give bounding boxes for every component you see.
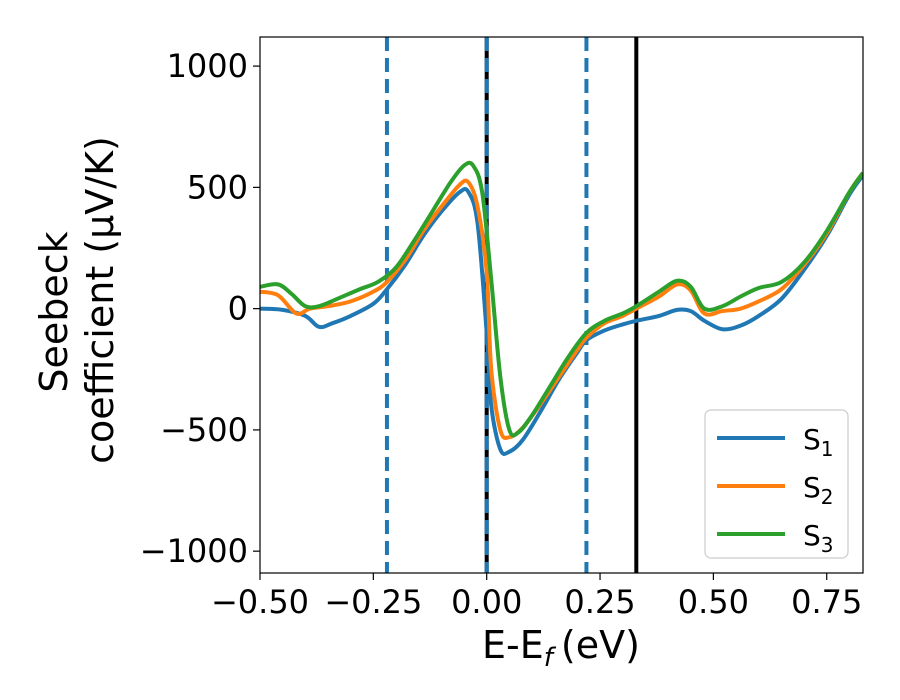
x-tick-label: 0.25 — [564, 583, 635, 621]
series-line-s1 — [260, 174, 863, 456]
y-axis-label-line2: coefficient (μV/K) — [78, 136, 122, 464]
plot-frame — [259, 36, 864, 574]
legend-label-s3: S3 — [803, 519, 834, 557]
series-lines — [260, 160, 863, 456]
x-tick-label: −0.25 — [324, 583, 422, 621]
y-axis-label-line1: Seebeck — [32, 231, 76, 392]
x-tick-label: 0.50 — [678, 583, 749, 621]
x-axis-ticks: −0.50 −0.25 0.00 0.25 0.50 0.75 — [211, 573, 862, 621]
y-tick-label: −500 — [160, 411, 248, 449]
x-tick-label: 0.75 — [791, 583, 862, 621]
legend-label-s2: S2 — [803, 471, 834, 509]
y-axis-ticks: −1000 −500 0 500 1000 — [140, 47, 260, 570]
x-tick-label: −0.50 — [211, 583, 309, 621]
legend-label-s1: S1 — [803, 423, 834, 461]
y-tick-label: 500 — [187, 168, 248, 206]
vertical-reference-lines — [384, 37, 639, 573]
x-tick-label: 0.00 — [451, 583, 522, 621]
y-tick-label: −1000 — [140, 532, 248, 570]
x-axis-label: E-Ef (eV) — [482, 623, 640, 673]
y-tick-label: 1000 — [167, 47, 248, 85]
legend: S1 S2 S3 — [704, 409, 849, 559]
y-tick-label: 0 — [228, 290, 248, 328]
series-line-s3 — [260, 160, 863, 438]
